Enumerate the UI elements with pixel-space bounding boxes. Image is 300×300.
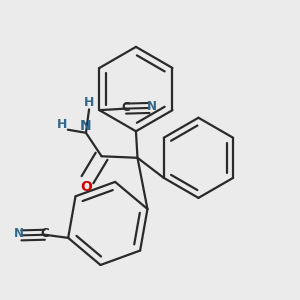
Text: N: N [80, 119, 91, 133]
Text: N: N [14, 227, 24, 240]
Text: N: N [147, 100, 157, 113]
Text: C: C [40, 227, 49, 240]
Text: C: C [122, 100, 130, 113]
Text: H: H [57, 118, 68, 130]
Text: H: H [84, 96, 94, 109]
Text: O: O [80, 180, 92, 194]
